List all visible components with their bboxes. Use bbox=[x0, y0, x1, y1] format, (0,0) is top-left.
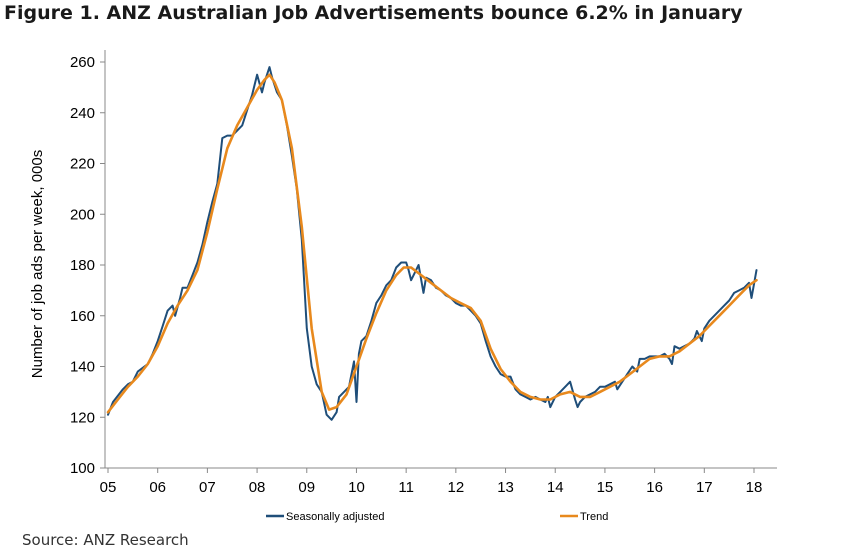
x-tick-label: 14 bbox=[547, 479, 564, 496]
y-tick-label: 100 bbox=[70, 460, 95, 477]
y-axis-label: Number of job ads per week, 000s bbox=[29, 150, 46, 378]
y-tick-label: 180 bbox=[70, 257, 95, 274]
x-tick-label: 09 bbox=[298, 479, 315, 496]
x-tick-label: 07 bbox=[199, 479, 216, 496]
x-tick-label: 17 bbox=[696, 479, 713, 496]
x-tick-label: 11 bbox=[398, 479, 414, 496]
x-tick-label: 16 bbox=[646, 479, 663, 496]
x-tick-label: 12 bbox=[448, 479, 465, 496]
legend-label: Seasonally adjusted bbox=[286, 511, 384, 523]
x-tick-label: 10 bbox=[348, 479, 365, 496]
x-tick-label: 13 bbox=[497, 479, 514, 496]
series-line-trend bbox=[106, 73, 758, 414]
x-tick-label: 06 bbox=[149, 479, 166, 496]
y-tick-label: 240 bbox=[70, 105, 95, 122]
source-note: Source: ANZ Research bbox=[22, 531, 189, 549]
y-tick-label: 260 bbox=[70, 54, 95, 71]
legend-label: Trend bbox=[580, 511, 608, 523]
x-tick-label: 05 bbox=[100, 479, 117, 496]
x-tick-label: 18 bbox=[746, 479, 763, 496]
x-tick-label: 15 bbox=[597, 479, 614, 496]
x-tick-label: 08 bbox=[249, 479, 266, 496]
chart-title: Figure 1. ANZ Australian Job Advertiseme… bbox=[4, 2, 743, 24]
series-layer bbox=[106, 66, 758, 421]
y-tick-label: 200 bbox=[70, 206, 95, 223]
legend: Seasonally adjusted Trend bbox=[266, 511, 608, 523]
y-tick-label: 140 bbox=[70, 359, 95, 376]
y-tick-label: 160 bbox=[70, 308, 95, 325]
axes: 100 120 140 160 180 200 220 240 260 05 06 07 08 09 10 1… bbox=[70, 50, 777, 496]
y-tick-label: 220 bbox=[70, 156, 95, 173]
y-tick-label: 120 bbox=[70, 409, 95, 426]
